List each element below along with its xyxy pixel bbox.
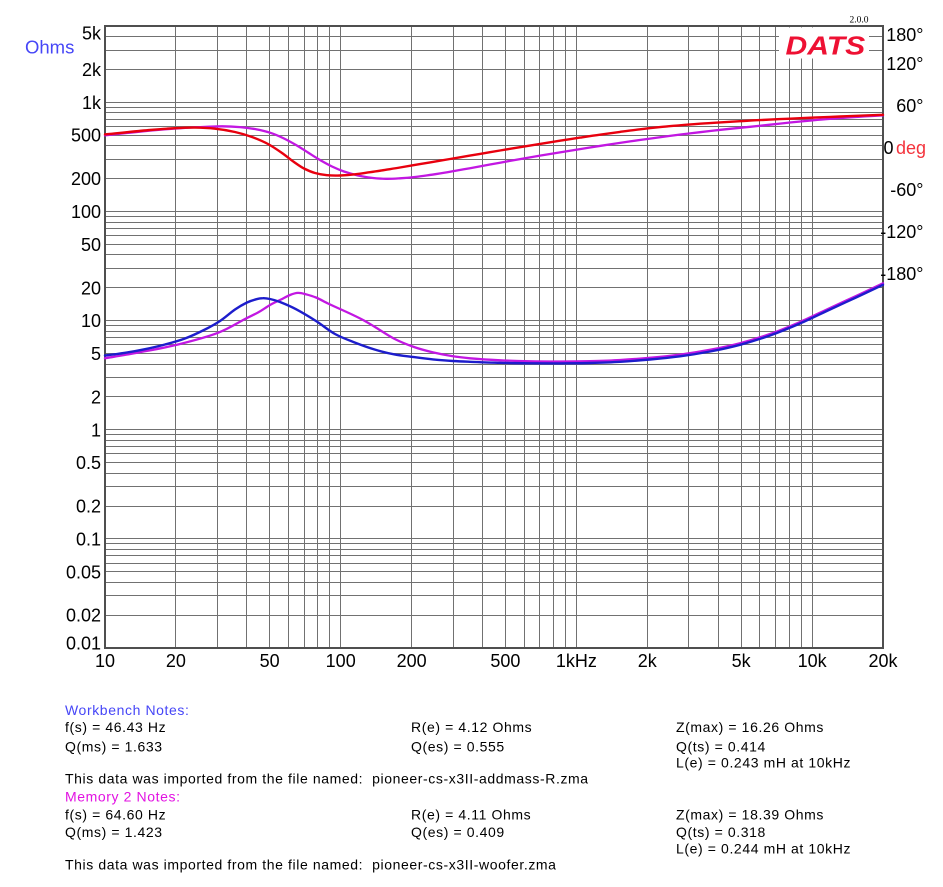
svg-text:180°: 180° — [886, 25, 923, 45]
svg-text:-120°: -120° — [880, 222, 923, 242]
svg-text:0.01: 0.01 — [66, 634, 101, 654]
svg-text:50: 50 — [81, 235, 101, 255]
svg-text:5k: 5k — [82, 24, 102, 44]
svg-text:100: 100 — [326, 651, 356, 671]
svg-text:60°: 60° — [896, 96, 923, 116]
svg-text:0.1: 0.1 — [76, 530, 101, 550]
svg-text:f(s) = 64.60 Hz: f(s) = 64.60 Hz — [65, 807, 166, 823]
svg-text:Z(max) = 18.39 Ohms: Z(max) = 18.39 Ohms — [676, 807, 824, 823]
svg-text:1kHz: 1kHz — [556, 651, 597, 671]
svg-text:20: 20 — [166, 651, 186, 671]
svg-text:10: 10 — [95, 651, 115, 671]
svg-text:2: 2 — [91, 388, 101, 408]
svg-text:0: 0 — [883, 138, 893, 158]
svg-text:120°: 120° — [886, 54, 923, 74]
svg-text:Q(es) = 0.555: Q(es) = 0.555 — [411, 739, 505, 755]
svg-text:50: 50 — [260, 651, 280, 671]
svg-text:This data was imported from th: This data was imported from the file nam… — [65, 771, 589, 787]
svg-text:500: 500 — [71, 126, 101, 146]
svg-text:20: 20 — [81, 278, 101, 298]
svg-text:20k: 20k — [868, 651, 898, 671]
svg-text:Workbench Notes:: Workbench Notes: — [65, 702, 190, 718]
svg-text:This data was imported from th: This data was imported from the file nam… — [65, 857, 557, 873]
svg-text:5: 5 — [91, 344, 101, 364]
svg-text:-180°: -180° — [880, 264, 923, 284]
svg-text:Memory 2 Notes:: Memory 2 Notes: — [65, 789, 181, 805]
svg-text:200: 200 — [71, 169, 101, 189]
svg-text:1: 1 — [91, 420, 101, 440]
svg-text:Q(ts) = 0.318: Q(ts) = 0.318 — [676, 824, 766, 840]
svg-text:deg: deg — [896, 138, 926, 158]
svg-text:500: 500 — [490, 651, 520, 671]
svg-text:L(e) = 0.244 mH at 10kHz: L(e) = 0.244 mH at 10kHz — [676, 841, 851, 857]
svg-text:Q(ms) = 1.633: Q(ms) = 1.633 — [65, 739, 163, 755]
svg-text:10: 10 — [81, 311, 101, 331]
svg-text:0.02: 0.02 — [66, 606, 101, 626]
svg-text:2k: 2k — [638, 651, 658, 671]
svg-text:L(e) = 0.243 mH at 10kHz: L(e) = 0.243 mH at 10kHz — [676, 755, 851, 771]
svg-text:0.5: 0.5 — [76, 453, 101, 473]
svg-text:R(e) = 4.11 Ohms: R(e) = 4.11 Ohms — [411, 807, 531, 823]
svg-text:-60°: -60° — [890, 180, 923, 200]
svg-text:R(e) = 4.12 Ohms: R(e) = 4.12 Ohms — [411, 719, 532, 735]
svg-text:2.0.0: 2.0.0 — [850, 16, 869, 26]
svg-text:5k: 5k — [732, 651, 752, 671]
svg-text:100: 100 — [71, 202, 101, 222]
svg-text:Z(max) = 16.26 Ohms: Z(max) = 16.26 Ohms — [676, 719, 824, 735]
svg-text:1k: 1k — [82, 93, 102, 113]
svg-text:Q(ms) = 1.423: Q(ms) = 1.423 — [65, 824, 163, 840]
svg-text:Q(ts) = 0.414: Q(ts) = 0.414 — [676, 739, 766, 755]
svg-text:10k: 10k — [798, 651, 828, 671]
svg-text:0.2: 0.2 — [76, 497, 101, 517]
svg-text:f(s) = 46.43 Hz: f(s) = 46.43 Hz — [65, 719, 166, 735]
svg-text:200: 200 — [397, 651, 427, 671]
svg-text:0.05: 0.05 — [66, 562, 101, 582]
svg-text:DATS: DATS — [786, 32, 866, 60]
svg-text:Ohms: Ohms — [25, 37, 74, 58]
svg-text:2k: 2k — [82, 60, 102, 80]
svg-text:Q(es) = 0.409: Q(es) = 0.409 — [411, 824, 505, 840]
